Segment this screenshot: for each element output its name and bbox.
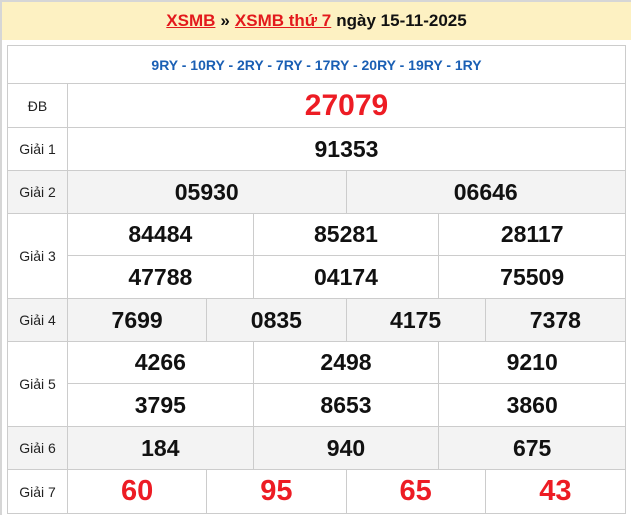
prize-number: 84484	[68, 214, 254, 256]
prize-label: ĐB	[8, 84, 68, 127]
prize-row-g5: Giải 5 4266 2498 9210 3795 8653 3860	[8, 342, 625, 427]
results-table: 9RY - 10RY - 2RY - 7RY - 17RY - 20RY - 1…	[7, 45, 626, 514]
prize-number: 4175	[347, 299, 486, 341]
special-prize-number: 27079	[304, 88, 389, 122]
prize-number: 28117	[439, 214, 625, 256]
prize-number: 85281	[253, 214, 440, 256]
prize-number: 60	[68, 470, 208, 513]
breadcrumb-separator: »	[220, 11, 230, 30]
prize-row-g7: Giải 7 60 95 65 43	[8, 470, 625, 514]
prize-label: Giải 4	[8, 299, 68, 341]
prize-number: 2498	[253, 342, 440, 384]
prize-number: 04174	[254, 256, 440, 298]
prize-number: 95	[207, 470, 347, 513]
prize-row-db: ĐB 27079	[8, 84, 625, 128]
draw-date: ngày 15-11-2025	[336, 11, 467, 30]
prize-row-g3: Giải 3 84484 85281 28117 47788 04174 755…	[8, 214, 625, 299]
prize-label: Giải 5	[8, 342, 68, 426]
prize-row-g4: Giải 4 7699 0835 4175 7378	[8, 299, 625, 342]
xsmb-link[interactable]: XSMB	[166, 11, 216, 30]
prize-number: 675	[512, 434, 552, 461]
prize-number: 7699	[68, 299, 208, 341]
prize-label: Giải 1	[8, 128, 68, 170]
prize-label: Giải 7	[8, 470, 68, 513]
prize-number: 0835	[207, 299, 347, 341]
prize-number: 4266	[68, 342, 254, 384]
prize-row-g1: Giải 1 91353	[8, 128, 625, 171]
prize-number: 06646	[453, 178, 518, 205]
prize-number: 91353	[314, 135, 379, 162]
prize-label: Giải 2	[8, 171, 68, 213]
prize-number: 8653	[254, 384, 440, 426]
prize-number: 9210	[439, 342, 625, 384]
prize-number: 940	[254, 427, 440, 469]
prize-number: 75509	[500, 263, 565, 290]
prize-number: 43	[539, 475, 572, 507]
draw-codes: 9RY - 10RY - 2RY - 7RY - 17RY - 20RY - 1…	[8, 46, 625, 84]
prize-number: 7378	[529, 306, 581, 333]
prize-label: Giải 6	[8, 427, 68, 469]
prize-label: Giải 3	[8, 214, 68, 298]
prize-number: 47788	[68, 256, 254, 298]
xsmb-saturday-link[interactable]: XSMB thứ 7	[234, 11, 332, 30]
prize-row-g6: Giải 6 184 940 675	[8, 427, 625, 470]
prize-number: 184	[68, 427, 254, 469]
prize-number: 05930	[68, 171, 347, 213]
prize-number: 65	[347, 470, 486, 513]
page-header: XSMB » XSMB thứ 7 ngày 15-11-2025	[2, 2, 631, 40]
prize-number: 3795	[68, 384, 254, 426]
prize-row-g2: Giải 2 05930 06646	[8, 171, 625, 214]
prize-number: 3860	[506, 391, 558, 418]
